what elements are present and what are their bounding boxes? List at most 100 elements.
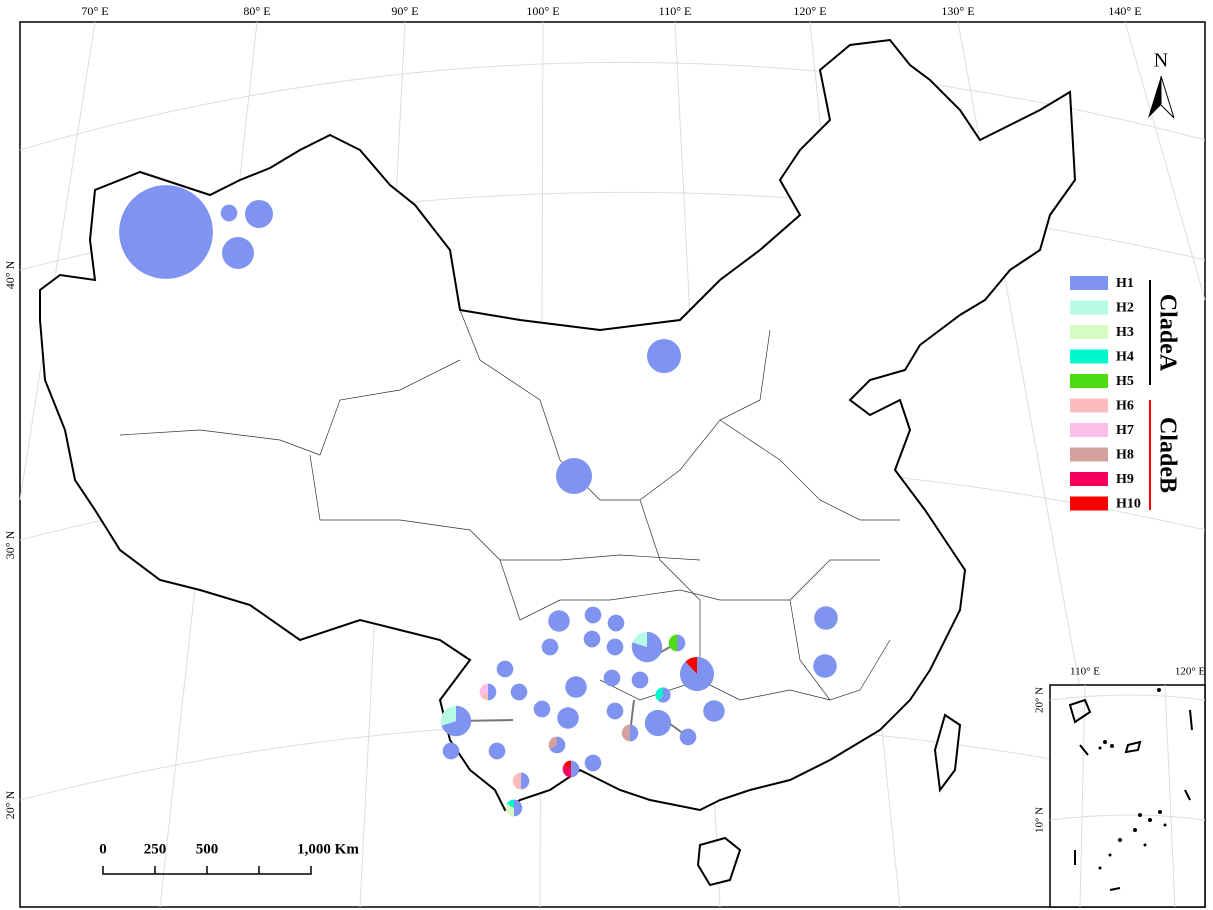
- pie-slice: [496, 660, 514, 678]
- pie-slice: [603, 669, 621, 687]
- longitude-label: 120° E: [793, 4, 826, 18]
- pie-slice: [557, 707, 579, 729]
- population-pie: [496, 660, 514, 678]
- scale-bar: 0 250 500 1,000 Km: [99, 841, 359, 875]
- population-pie: [222, 237, 254, 269]
- pie-slice: [703, 700, 725, 722]
- pie-slice: [220, 204, 238, 222]
- pie-slice: [685, 657, 697, 674]
- population-pie: [584, 606, 602, 624]
- pie-slice: [548, 610, 570, 632]
- pie-slice: [442, 742, 460, 760]
- pie-slice: [505, 803, 514, 817]
- legend-label: H3: [1116, 325, 1134, 340]
- pie-slice: [521, 772, 530, 790]
- inset-lat-label: 20° N: [1034, 687, 1046, 713]
- legend-swatch: [1070, 398, 1108, 413]
- population-pie: [442, 742, 460, 760]
- pie-slice: [813, 654, 837, 678]
- legend-swatch: [1070, 374, 1108, 388]
- pie-slice: [506, 799, 514, 808]
- latitude-label: 30° N: [3, 530, 17, 559]
- population-pie: [647, 339, 681, 373]
- population-pie: [680, 657, 714, 692]
- province-boundaries: [119, 309, 900, 701]
- population-pie: [814, 606, 838, 630]
- longitude-label: 70° E: [81, 4, 108, 18]
- legend-swatch: [1070, 300, 1108, 315]
- longitude-label: 140° E: [1108, 4, 1141, 18]
- clade-label: CladeB: [1154, 417, 1180, 493]
- legend-swatch: [1070, 325, 1108, 339]
- pie-slice: [631, 671, 649, 689]
- population-pie: [703, 700, 725, 722]
- pie-slice: [571, 760, 580, 778]
- pie-slice: [621, 724, 630, 742]
- taiwan: [933, 713, 962, 793]
- north-label: N: [1154, 50, 1168, 72]
- pie-slice: [668, 634, 677, 652]
- pie-slice: [549, 736, 566, 754]
- pie-slice: [244, 199, 274, 229]
- legend-swatch: [1070, 349, 1108, 364]
- population-pie: [548, 610, 570, 632]
- legend-label: H2: [1116, 301, 1134, 316]
- population-pie: [533, 700, 551, 718]
- inset-lon-label: 120° E: [1175, 666, 1206, 678]
- inset-map: 110° E 120° E 20° N 10° N: [1034, 666, 1206, 908]
- legend-label: H10: [1116, 497, 1141, 512]
- scale-label: 250: [144, 841, 167, 857]
- pie-slice: [556, 458, 592, 494]
- pie-slice: [583, 630, 601, 648]
- pie-slice: [488, 742, 506, 760]
- legend-swatch: [1070, 496, 1108, 511]
- population-pie: [565, 676, 587, 698]
- latitude-label: 40° N: [3, 260, 17, 289]
- pie-slice: [565, 676, 587, 698]
- longitude-label: 130° E: [941, 4, 974, 18]
- population-pie: [510, 683, 528, 701]
- population-pie: [631, 631, 663, 663]
- longitude-label: 100° E: [526, 4, 559, 18]
- population-pie: [631, 671, 649, 689]
- pie-slice: [563, 760, 571, 769]
- population-pie: [583, 630, 601, 648]
- population-pie: [603, 669, 621, 687]
- pie-slice: [679, 728, 697, 746]
- pie-slice: [644, 709, 672, 737]
- population-pie: [668, 634, 686, 652]
- pie-slice: [606, 638, 624, 656]
- longitude-label: 110° E: [659, 4, 692, 18]
- legend-label: H6: [1116, 399, 1134, 414]
- population-pie: [505, 799, 523, 817]
- legend-swatch: [1070, 276, 1108, 290]
- population-pie: [479, 683, 497, 701]
- pie-slice: [607, 614, 625, 632]
- population-pie: [584, 754, 602, 772]
- pie-slice: [584, 606, 602, 624]
- scale-label: 500: [196, 841, 219, 857]
- pie-slice: [677, 634, 686, 652]
- legend-swatch: [1070, 472, 1108, 486]
- pie-slice: [441, 705, 472, 737]
- population-pie: [644, 709, 672, 737]
- population-pie: [541, 638, 559, 656]
- pie-slice: [510, 683, 528, 701]
- population-pie: [244, 199, 274, 229]
- population-pie: [440, 705, 472, 737]
- inset-lon-label: 110° E: [1070, 666, 1100, 678]
- population-pie: [606, 638, 624, 656]
- pie-slice: [647, 339, 681, 373]
- pie-slice: [658, 687, 671, 703]
- scale-label: 1,000 Km: [297, 841, 359, 857]
- pie-slice: [541, 638, 559, 656]
- north-arrow: N: [1148, 50, 1175, 119]
- scale-label: 0: [99, 841, 107, 857]
- pie-slice: [514, 799, 523, 817]
- pie-slice: [584, 754, 602, 772]
- longitude-label: 80° E: [243, 4, 270, 18]
- pie-slice: [222, 237, 254, 269]
- legend-label: H9: [1116, 472, 1134, 487]
- population-pie: [557, 707, 579, 729]
